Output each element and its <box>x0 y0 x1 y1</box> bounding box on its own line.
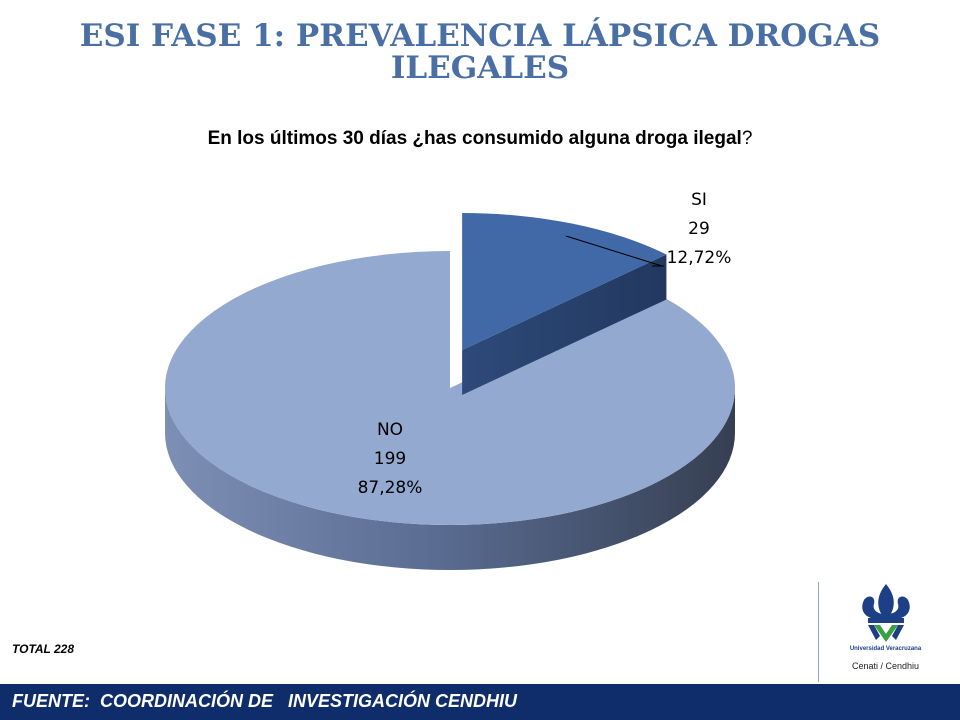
slice-no-side <box>165 388 735 570</box>
slice-label-si: SI 29 12,72% <box>654 186 744 273</box>
footer-bar: FUENTE: COORDINACIÓN DE INVESTIGACIÓN CE… <box>0 684 960 720</box>
total-label: TOTAL 228 <box>12 642 75 656</box>
slice-si-value: 29 <box>688 219 710 239</box>
source-note: FUENTE: COORDINACIÓN DE INVESTIGACIÓN CE… <box>12 691 518 711</box>
slice-no-percent: 87,28% <box>357 478 423 498</box>
pie-group <box>164 213 735 570</box>
logo-unit: Cenati / Cendhiu <box>851 661 920 671</box>
fleur-de-lis-icon <box>862 584 910 642</box>
chart-question: En los últimos 30 días ¿has consumido al… <box>0 128 960 150</box>
question-mark: ? <box>741 128 753 149</box>
logo-divider <box>818 582 819 682</box>
slice-label-no: NO 199 87,28% <box>340 416 440 503</box>
slice-no <box>164 251 735 525</box>
si-leader-line <box>565 235 663 267</box>
slice-si-name: SI <box>691 190 707 210</box>
slice-si <box>462 213 667 350</box>
question-text: En los últimos 30 días ¿has consumido al… <box>207 128 742 149</box>
logo-institution: Universidad Veracruzana <box>849 646 922 652</box>
slice-si-wall <box>462 254 667 395</box>
page-title: ESI FASE 1: PREVALENCIA LÁPSICA DROGAS I… <box>79 18 881 86</box>
slice-no-value: 199 <box>373 449 407 469</box>
university-logo: Universidad Veracruzana Cenati / Cendhiu <box>818 578 960 684</box>
slice-si-percent: 12,72% <box>666 248 732 268</box>
slice-no-name: NO <box>376 420 404 440</box>
